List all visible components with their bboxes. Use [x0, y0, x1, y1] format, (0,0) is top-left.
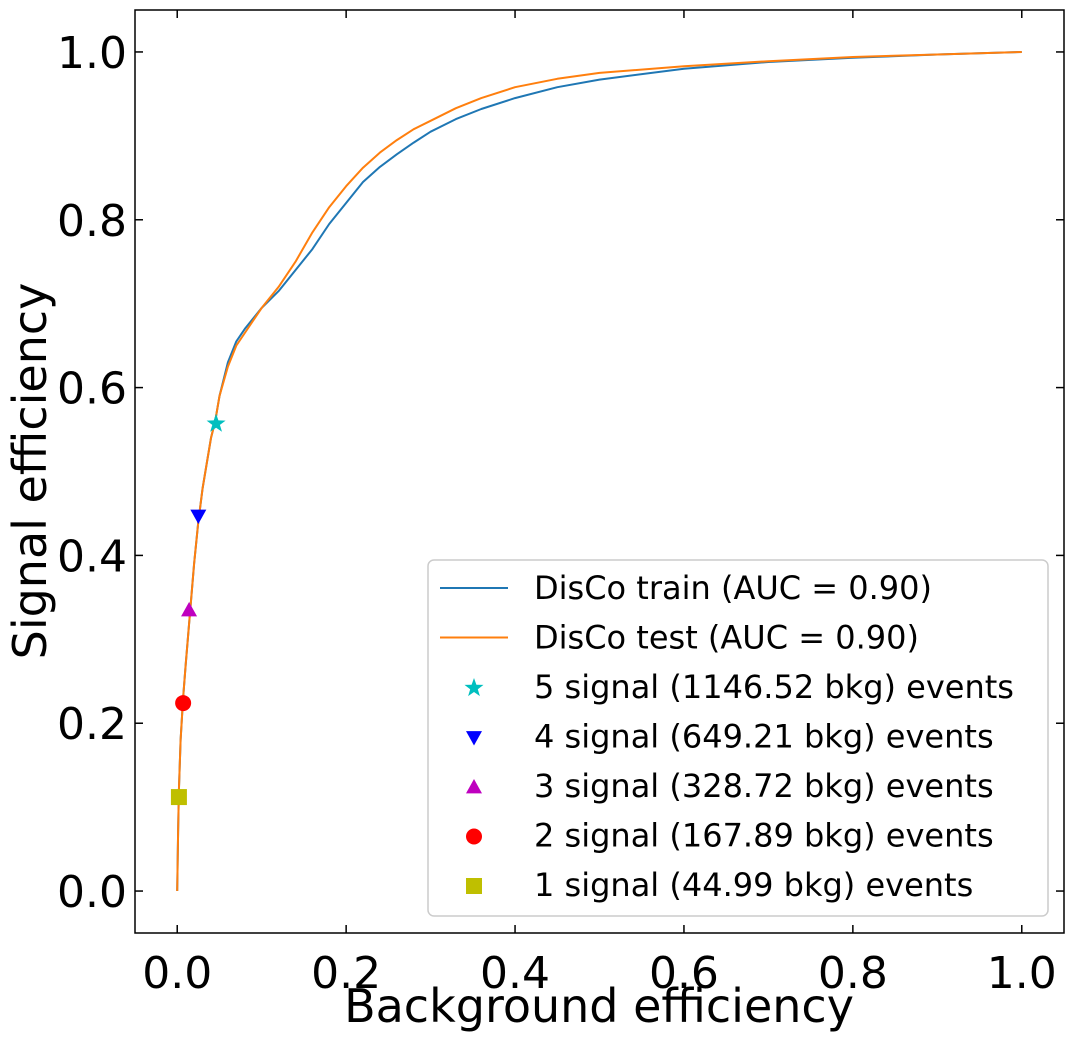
legend-box: [427, 559, 1049, 917]
marker-triangle-down: [190, 509, 207, 524]
legend-marker-square: [466, 878, 482, 894]
y-tick-label: 0.6: [57, 364, 127, 415]
legend-label: 1 signal (44.99 bkg) events: [534, 866, 973, 904]
x-tick-label: 0.0: [142, 948, 212, 999]
legend-label: DisCo test (AUC = 0.90): [534, 619, 919, 657]
marker-square: [170, 789, 187, 806]
x-tick-label: 0.2: [311, 948, 381, 999]
legend-marker-star: [464, 678, 484, 697]
y-axis-label: Signal efficiency: [3, 283, 57, 660]
legend: DisCo train (AUC = 0.90) DisCo test (AUC …: [427, 559, 1049, 917]
marker-star: [206, 413, 226, 432]
legend-marker-circle: [466, 828, 482, 845]
plot-frame: [134, 9, 1065, 934]
legend-label: 5 signal (1146.52 bkg) events: [534, 668, 1014, 706]
x-tick-label: 0.8: [818, 948, 888, 999]
legend-label: 4 signal (649.21 bkg) events: [534, 718, 994, 756]
marker-triangle-up: [181, 601, 198, 617]
legend-items: DisCo train (AUC = 0.90) DisCo test (AUC …: [440, 569, 1014, 904]
y-tick-label: 0.2: [57, 699, 127, 750]
marker-circle: [175, 695, 192, 712]
ticks-group: 0.0 0.2 0.4 0.6 0.8 1.0 0.0 0.2 0.4 0.6 0.8 1.0: [57, 10, 1064, 999]
legend-label: 2 signal (167.89 bkg) events: [534, 817, 994, 855]
legend-marker-triangle-down: [466, 731, 482, 746]
x-tick-label: 0.6: [649, 948, 719, 999]
markers-group: [170, 413, 226, 806]
y-tick-label: 0.0: [57, 867, 127, 918]
x-tick-label: 0.4: [480, 948, 550, 999]
y-tick-label: 0.4: [57, 531, 127, 582]
y-tick-label: 0.8: [57, 196, 127, 247]
legend-marker-triangle-up: [466, 779, 482, 794]
x-axis-label: Background efficiency: [344, 979, 854, 1033]
x-tick-label: 1.0: [987, 948, 1057, 999]
legend-label: DisCo train (AUC = 0.90): [534, 569, 932, 607]
y-tick-label: 1.0: [57, 28, 127, 79]
legend-label: 3 signal (328.72 bkg) events: [534, 767, 994, 805]
